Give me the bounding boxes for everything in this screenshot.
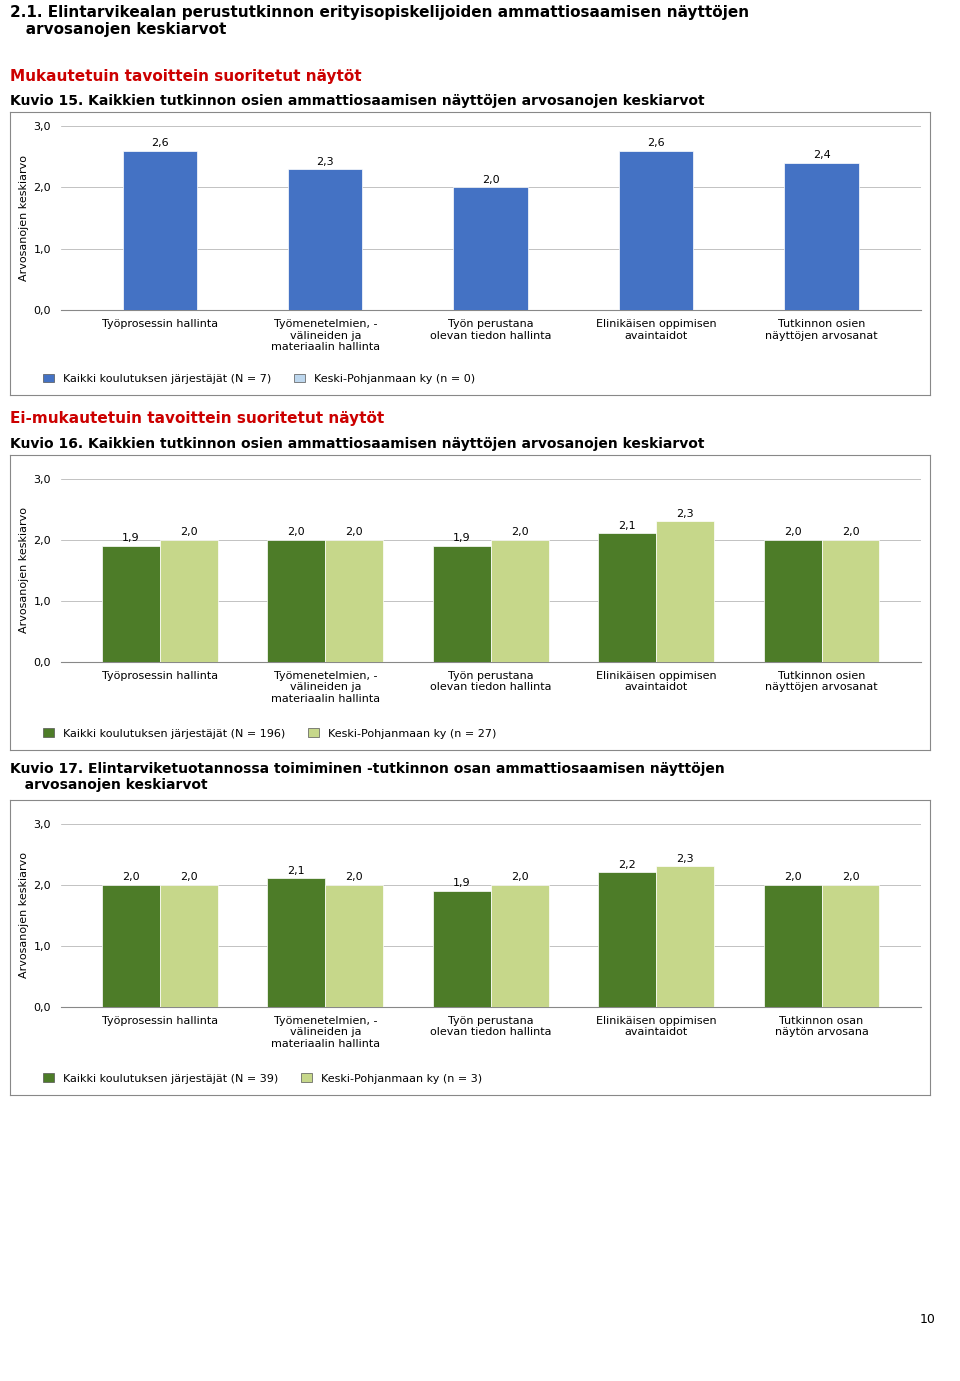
Text: Ei-mukautetuin tavoittein suoritetut näytöt: Ei-mukautetuin tavoittein suoritetut näy…: [10, 412, 384, 427]
Legend: Kaikki koulutuksen järjestäjät (N = 196), Keski-Pohjanmaan ky (n = 27): Kaikki koulutuksen järjestäjät (N = 196)…: [43, 728, 496, 739]
Text: Kuvio 16. Kaikkien tutkinnon osien ammattiosaamisen näyttöjen arvosanojen keskia: Kuvio 16. Kaikkien tutkinnon osien ammat…: [10, 436, 705, 452]
Text: Kuvio 15. Kaikkien tutkinnon osien ammattiosaamisen näyttöjen arvosanojen keskia: Kuvio 15. Kaikkien tutkinnon osien ammat…: [10, 94, 705, 108]
Legend: Kaikki koulutuksen järjestäjät (N = 7), Keski-Pohjanmaan ky (n = 0): Kaikki koulutuksen järjestäjät (N = 7), …: [43, 374, 475, 384]
Text: Mukautetuin tavoittein suoritetut näytöt: Mukautetuin tavoittein suoritetut näytöt: [10, 69, 362, 83]
Text: Nationella centret för utbildningsutvärdering: Nationella centret för utbildningsutvärd…: [700, 1362, 950, 1371]
Text: Kansallinen koulutuksen arviointikeskus: Kansallinen koulutuksen arviointikeskus: [10, 1362, 232, 1371]
Text: 10: 10: [920, 1313, 936, 1326]
Text: Kuvio 17. Elintarviketuotannossa toimiminen -tutkinnon osan ammattiosaamisen näy: Kuvio 17. Elintarviketuotannossa toimimi…: [10, 762, 725, 793]
Text: 2.1. Elintarvikealan perustutkinnon erityisopiskelijoiden ammattiosaamisen näytt: 2.1. Elintarvikealan perustutkinnon erit…: [10, 6, 749, 37]
Legend: Kaikki koulutuksen järjestäjät (N = 39), Keski-Pohjanmaan ky (n = 3): Kaikki koulutuksen järjestäjät (N = 39),…: [43, 1073, 482, 1084]
